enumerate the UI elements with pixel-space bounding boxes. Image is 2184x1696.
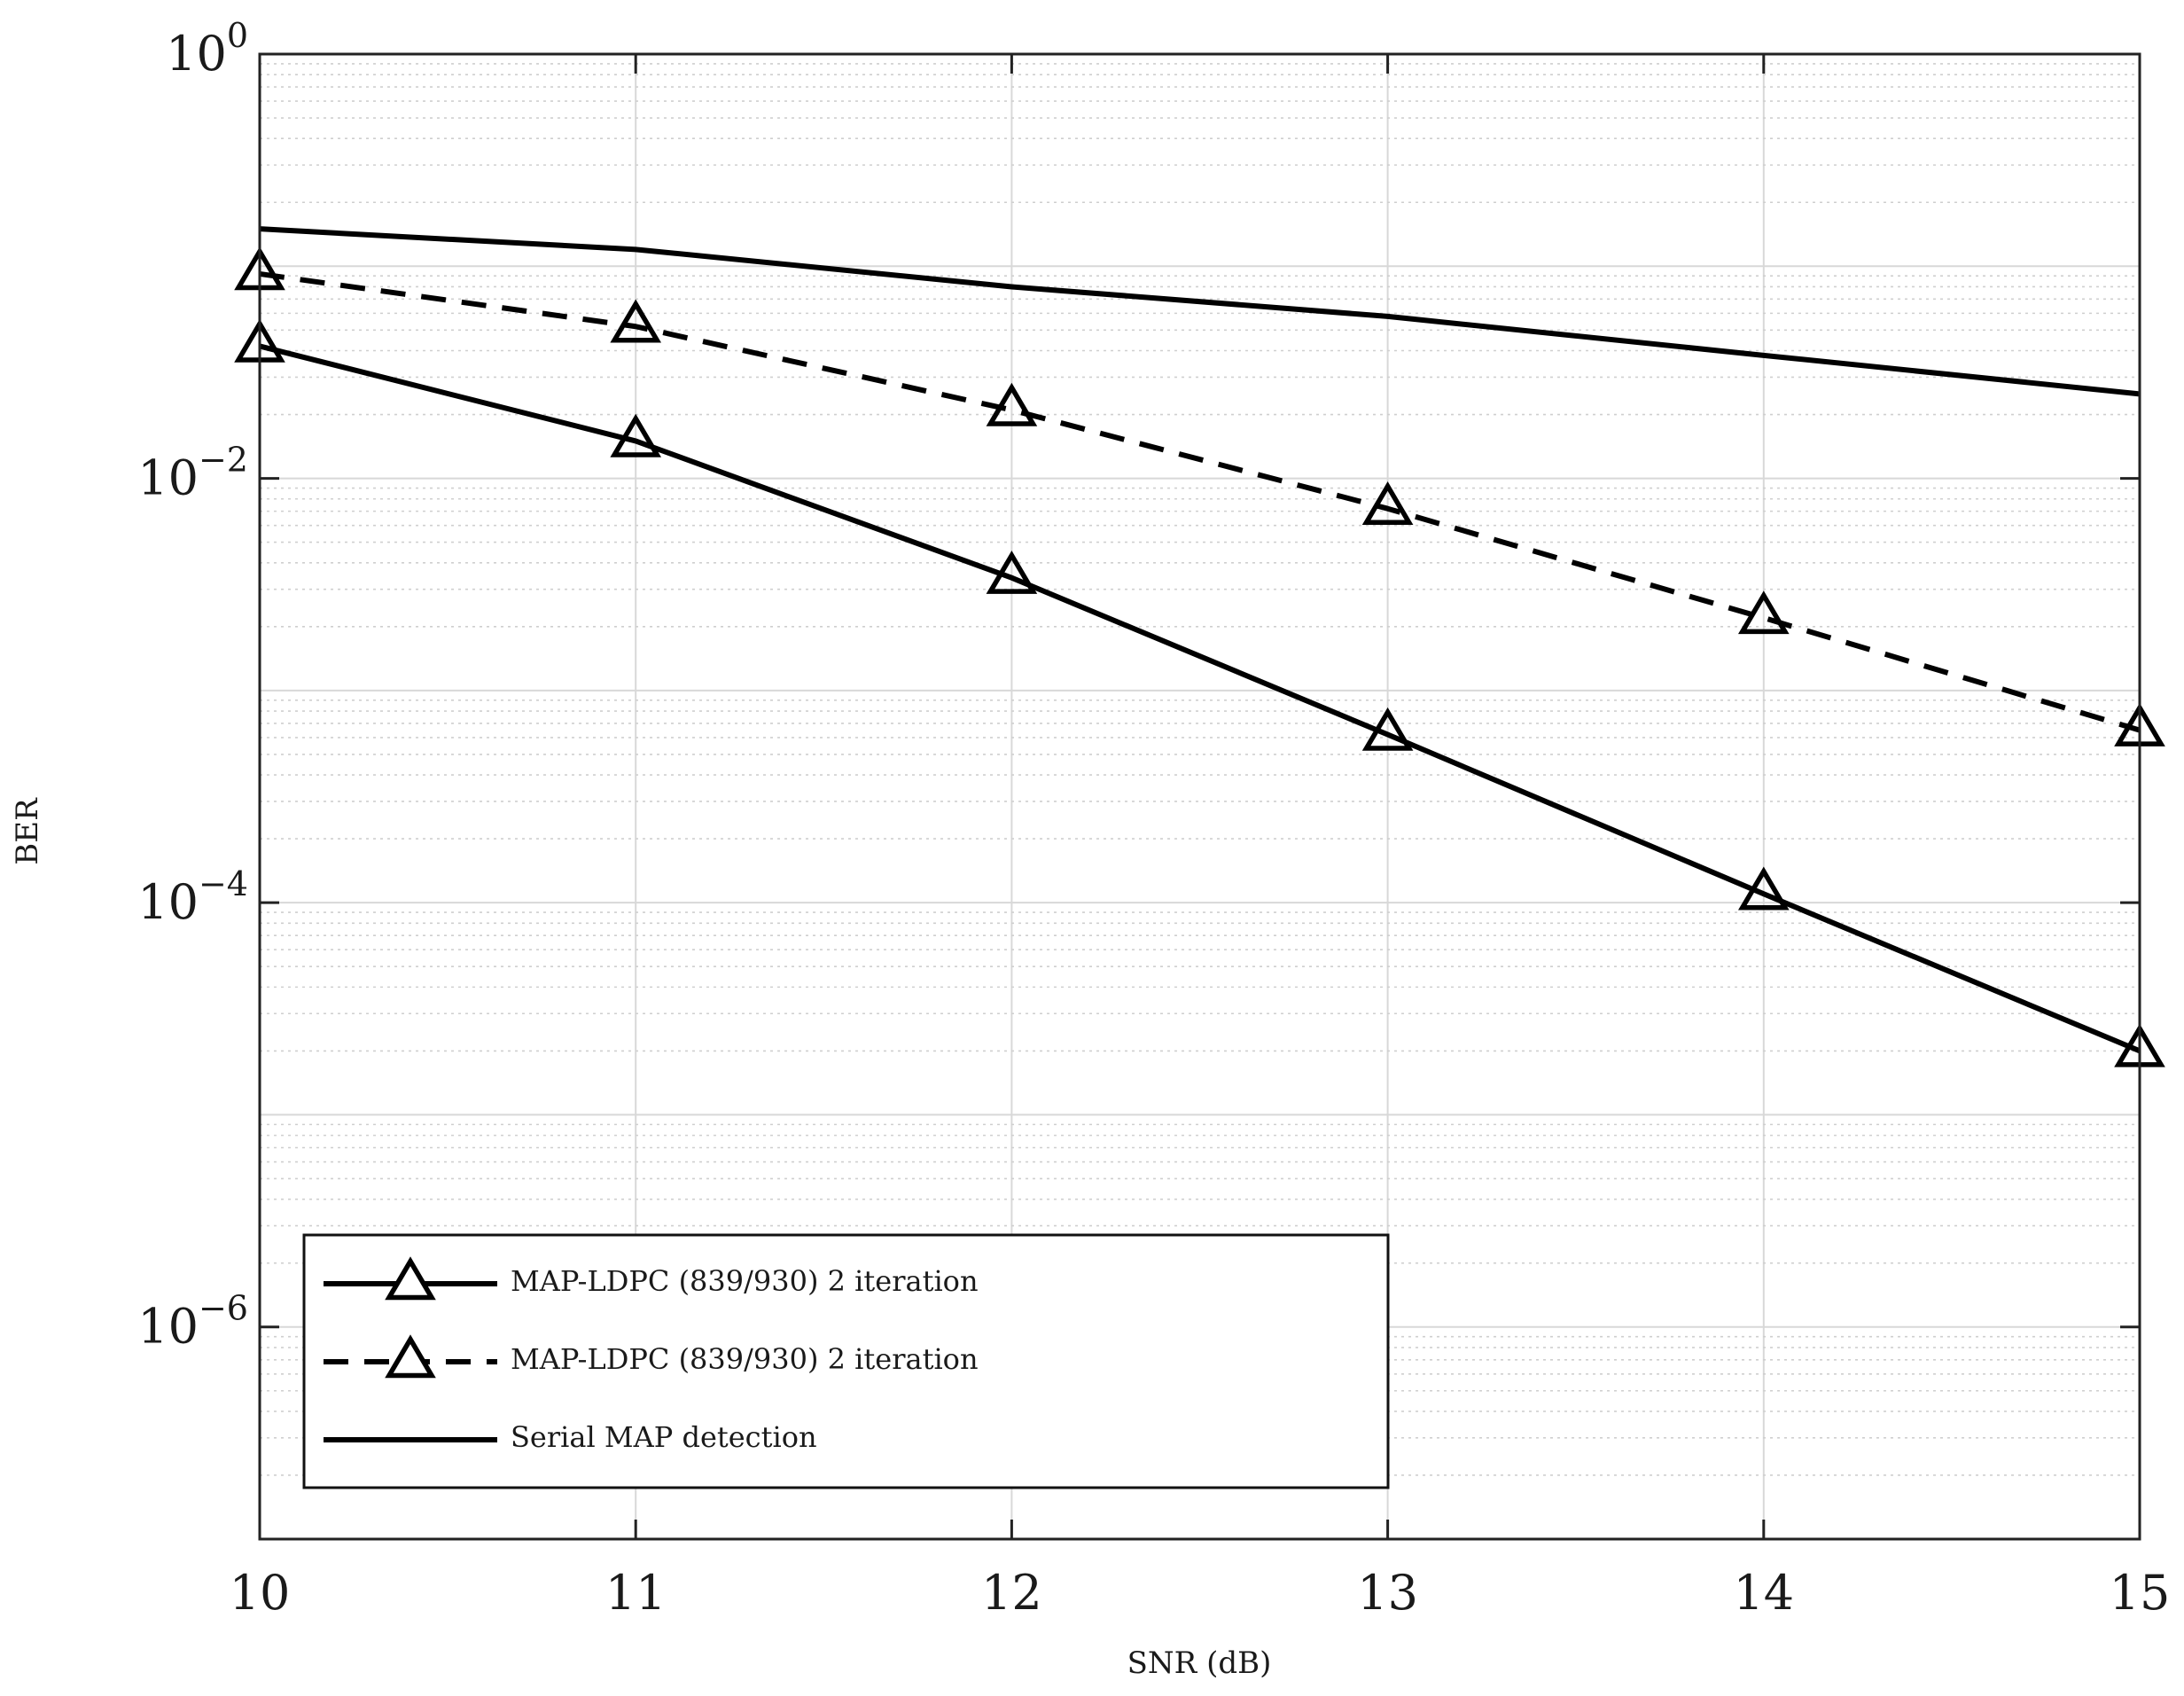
data-point — [986, 382, 1038, 426]
data-point — [1737, 590, 1790, 635]
y-tick-label: 10−2 — [137, 441, 248, 506]
legend-box — [302, 1233, 1390, 1489]
y-tick-label: 10−4 — [137, 864, 248, 930]
legend-entry: Serial MAP detection — [324, 1420, 817, 1454]
legend-marker — [385, 1334, 436, 1379]
series-3 — [259, 226, 2141, 397]
series-line — [259, 226, 2141, 397]
legend-marker — [385, 1256, 436, 1301]
data-point — [1361, 481, 1414, 525]
data-point — [610, 299, 662, 343]
series-line — [259, 343, 2141, 1054]
legend-label: Serial MAP detection — [511, 1420, 817, 1454]
ticks: 10 11 12 13 14 15 100 10−2 10−4 10−6 — [137, 16, 2170, 1621]
x-axis-label: SNR (dB) — [1127, 1645, 1272, 1681]
data-point — [1361, 707, 1414, 751]
data-point — [1737, 866, 1790, 911]
y-tick-label: 100 — [166, 16, 248, 82]
series-layer — [234, 226, 2165, 1067]
legend-entry: MAP-LDPC (839/930) 2 iteration — [324, 1256, 979, 1301]
x-tick-label: 15 — [2110, 1565, 2171, 1621]
x-tick-label: 13 — [1357, 1565, 1418, 1621]
y-tick-label: 10−6 — [137, 1289, 248, 1355]
series-2 — [234, 246, 2165, 746]
x-tick-label: 10 — [230, 1565, 291, 1621]
legend-label: MAP-LDPC (839/930) 2 iteration — [511, 1264, 979, 1298]
series-line — [259, 270, 2141, 733]
x-tick-label: 14 — [1733, 1565, 1794, 1621]
data-point — [610, 413, 662, 457]
legend: MAP-LDPC (839/930) 2 iteration MAP-LDPC (… — [302, 1233, 1390, 1489]
legend-entry: MAP-LDPC (839/930) 2 iteration — [324, 1334, 979, 1379]
x-tick-label: 11 — [605, 1565, 667, 1621]
plot-frame — [258, 52, 2141, 1541]
y-axis-label: BER — [10, 797, 45, 865]
data-point — [986, 550, 1038, 594]
legend-label: MAP-LDPC (839/930) 2 iteration — [511, 1342, 979, 1376]
x-tick-label: 12 — [981, 1565, 1042, 1621]
